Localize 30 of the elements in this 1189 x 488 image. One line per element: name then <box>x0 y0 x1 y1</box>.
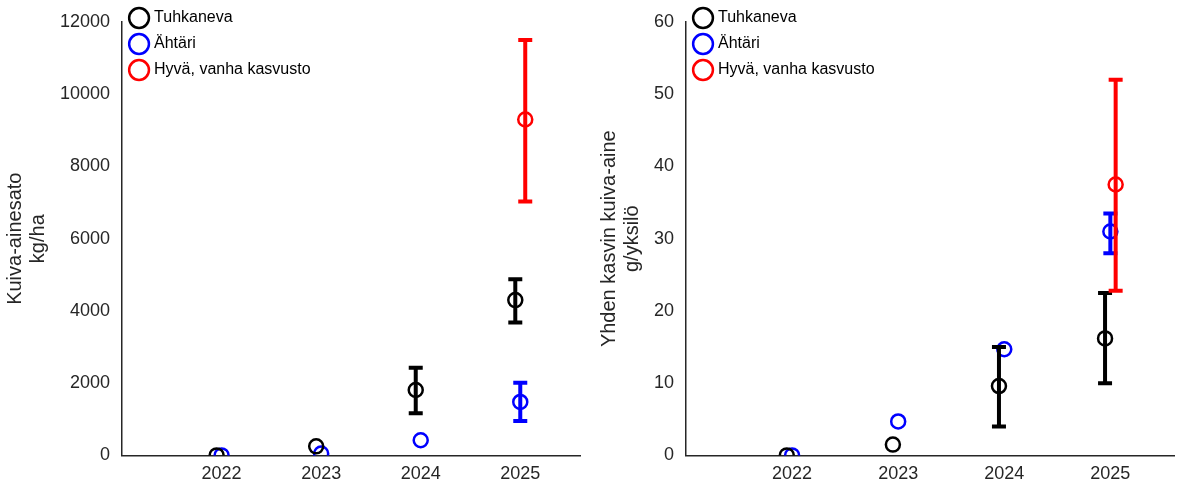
x-tick-label: 2023 <box>878 463 919 484</box>
y-tick-label: 0 <box>664 444 675 465</box>
x-tick-label: 2024 <box>984 463 1025 484</box>
y-tick-label: 10000 <box>59 83 111 104</box>
y-tick-label: 50 <box>653 83 675 104</box>
y-tick-label: 40 <box>653 155 675 176</box>
y-tick-label: 4000 <box>70 299 111 320</box>
x-tick-label: 2025 <box>500 463 541 484</box>
legend-label: Ähtäri <box>718 34 760 52</box>
legend-label: Hyvä, vanha kasvusto <box>154 60 311 78</box>
y-tick-label: 10 <box>653 372 675 393</box>
x-tick-label: 2022 <box>772 463 813 484</box>
legend-label: Tuhkaneva <box>718 8 797 26</box>
y-axis-title: Yhden kasvin kuiva-aine g/yksilö <box>597 130 643 348</box>
y-axis-title: Kuiva-ainesato kg/ha <box>3 172 49 305</box>
y-tick-label: 30 <box>653 227 675 248</box>
x-tick-label: 2025 <box>1090 463 1131 484</box>
y-tick-label: 60 <box>653 10 675 31</box>
y-tick-label: 6000 <box>70 227 111 248</box>
y-tick-label: 8000 <box>70 155 111 176</box>
legend-label: Tuhkaneva <box>154 8 233 26</box>
x-tick-label: 2022 <box>201 463 242 484</box>
y-tick-label: 20 <box>653 299 675 320</box>
x-tick-label: 2023 <box>301 463 342 484</box>
legend-label: Hyvä, vanha kasvusto <box>718 60 875 78</box>
y-tick-label: 2000 <box>70 372 111 393</box>
x-tick-label: 2024 <box>400 463 441 484</box>
y-tick-label: 12000 <box>59 10 111 31</box>
legend-label: Ähtäri <box>154 34 196 52</box>
y-tick-label: 0 <box>100 444 111 465</box>
